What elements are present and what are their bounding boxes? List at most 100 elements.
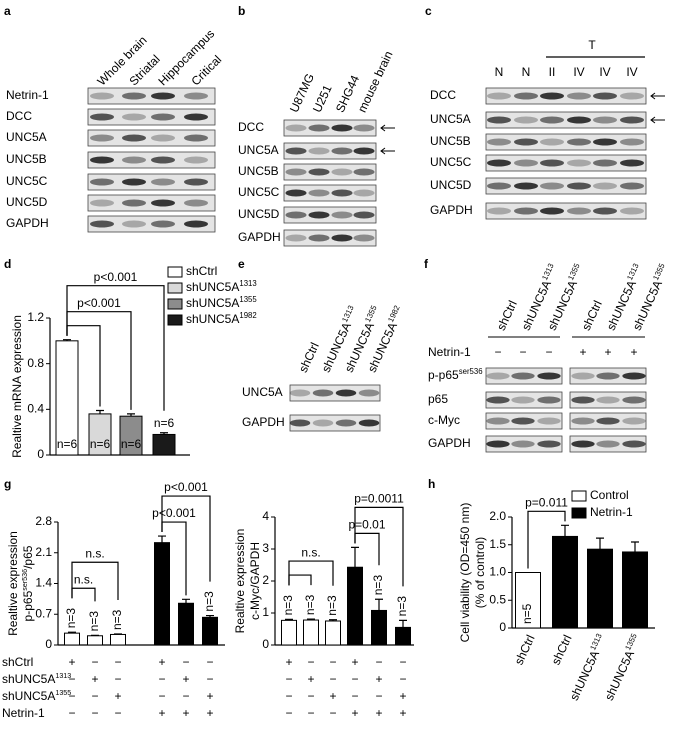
blot <box>569 391 647 409</box>
band <box>487 92 511 100</box>
error-bar <box>285 618 293 621</box>
band <box>90 178 114 186</box>
sign: − <box>91 706 98 720</box>
sign: − <box>494 345 501 359</box>
sign: − <box>329 655 336 669</box>
text-part: shUNC5A <box>186 312 239 326</box>
band <box>511 396 535 404</box>
row-label: DCC <box>238 120 264 134</box>
sign: − <box>351 689 358 703</box>
blot <box>485 154 647 172</box>
band <box>487 138 511 146</box>
bracket-label: n.s. <box>74 572 93 586</box>
panel-label: b <box>238 4 245 18</box>
y-axis-label: Cell viability (OD=450 nm) <box>458 503 472 643</box>
y-axis-label: Realtive mRNA expression <box>10 315 24 458</box>
row-label: UNC5B <box>430 134 471 148</box>
sign: − <box>182 689 189 703</box>
band <box>511 440 535 448</box>
annotation: n=3 <box>303 594 317 615</box>
y-tick-label: 0.4 <box>27 402 44 416</box>
text-part: 1355 <box>566 261 582 281</box>
legend-swatch <box>167 314 183 326</box>
text-part: shUNC5A <box>567 648 602 702</box>
column-label: Hippocampus <box>155 27 217 89</box>
sign: + <box>307 672 314 686</box>
sign: − <box>285 689 292 703</box>
band <box>331 189 353 197</box>
error-bar <box>596 537 604 550</box>
text-part: shUNC5A <box>186 296 239 310</box>
legend-swatch <box>571 507 587 519</box>
error-bar <box>182 598 190 604</box>
bar <box>515 572 541 629</box>
sign: + <box>158 706 165 720</box>
band <box>514 207 538 215</box>
sign: − <box>351 672 358 686</box>
arrow <box>650 116 665 124</box>
sign: − <box>158 672 165 686</box>
band <box>622 440 646 448</box>
band <box>596 417 620 425</box>
sign: + <box>604 345 611 359</box>
panel-label: h <box>428 477 435 491</box>
text-part: shUNC5A <box>2 672 55 686</box>
bracket-label: n.s. <box>85 546 104 560</box>
band <box>308 189 330 197</box>
sign: − <box>399 655 406 669</box>
band <box>620 92 644 100</box>
sign: − <box>285 672 292 686</box>
band <box>622 372 646 380</box>
sign: − <box>375 689 382 703</box>
annotation: n=3 <box>347 620 361 641</box>
row-label: GAPDH <box>430 203 473 217</box>
annotation: n=5 <box>520 603 534 624</box>
band <box>514 116 538 124</box>
y-tick-label: 2.0 <box>489 509 506 523</box>
text-part: p-p65 <box>428 368 459 382</box>
sign: − <box>158 689 165 703</box>
error-bar <box>561 524 569 537</box>
column-label: mouse brain <box>355 49 396 115</box>
row-label: p-p65ser536 <box>428 367 483 382</box>
error-bar <box>307 618 315 621</box>
band <box>511 372 535 380</box>
error-bar <box>96 409 104 414</box>
sign: + <box>182 672 189 686</box>
bracket-label: p=0.01 <box>348 518 385 532</box>
error-bar <box>375 598 383 611</box>
sign: + <box>68 655 75 669</box>
annotation: n=3 <box>371 575 385 596</box>
text-part: 1313 <box>540 262 555 282</box>
annotation: n=3 <box>395 596 409 617</box>
bracket <box>66 285 165 411</box>
band <box>285 189 307 197</box>
row-label: UNC5B <box>6 152 47 166</box>
row-label: UNC5C <box>238 185 280 199</box>
band <box>353 168 375 176</box>
sign: + <box>375 706 382 720</box>
band <box>540 159 564 167</box>
bracket <box>354 532 380 566</box>
y-tick-label: 0 <box>262 637 269 651</box>
bar <box>152 433 176 456</box>
bracket-label: p<0.001 <box>77 296 121 310</box>
sign: − <box>519 345 526 359</box>
error-bar <box>160 432 168 435</box>
row-label: UNC5D <box>6 195 48 209</box>
sign: − <box>307 706 314 720</box>
row-label: UNC5A <box>430 112 471 126</box>
error-bar <box>206 614 214 618</box>
row-label: UNC5C <box>430 155 472 169</box>
band <box>184 199 208 207</box>
bracket <box>288 560 334 586</box>
bracket-label: p=0.0011 <box>354 492 404 506</box>
bracket <box>354 506 404 587</box>
text-part: shUNC5A <box>186 280 239 294</box>
bracket <box>288 574 312 586</box>
band <box>308 234 330 242</box>
error-bar <box>68 631 76 634</box>
text-part: 1355 <box>651 261 667 281</box>
band <box>151 199 175 207</box>
